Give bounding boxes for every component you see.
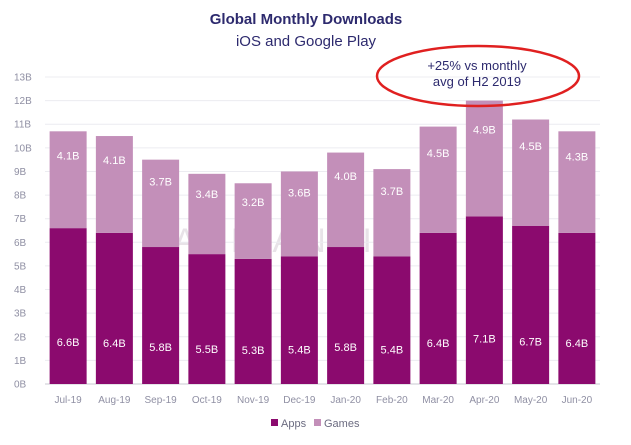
y-tick-label: 8B — [14, 191, 27, 202]
x-tick-label: Aug-19 — [98, 395, 131, 406]
x-tick-label: Apr-20 — [469, 395, 499, 406]
bar-apps-Jan-20 — [327, 247, 365, 384]
y-tick-label: 1B — [14, 356, 27, 367]
bar-apps-Sep-19 — [142, 247, 180, 384]
y-tick-label: 12B — [14, 96, 32, 107]
x-tick-label: Oct-19 — [192, 395, 222, 406]
bar-apps-Jul-19 — [49, 228, 87, 384]
annotation-line-2: avg of H2 2019 — [433, 74, 521, 89]
x-tick-label: Jan-20 — [330, 395, 361, 406]
bar-apps-Apr-20 — [465, 216, 503, 384]
bar-games-Mar-20 — [419, 126, 457, 233]
bar-games-Apr-20 — [465, 100, 503, 217]
bar-games-Jun-20 — [558, 131, 596, 233]
bar-games-Feb-20 — [373, 169, 411, 257]
data-label-apps-Oct-19: 5.5B — [196, 344, 219, 356]
bar-apps-Jun-20 — [558, 232, 596, 384]
bar-apps-May-20 — [512, 225, 550, 384]
y-tick-label: 5B — [14, 261, 27, 272]
x-tick-label: Mar-20 — [422, 395, 454, 406]
data-label-apps-Aug-19: 6.4B — [103, 338, 126, 350]
bar-apps-Dec-19 — [280, 256, 318, 384]
y-tick-label: 11B — [14, 120, 31, 131]
y-tick-label: 10B — [14, 143, 32, 154]
data-label-apps-May-20: 6.7B — [519, 336, 542, 348]
y-tick-label: 4B — [14, 285, 27, 296]
bar-games-Aug-19 — [95, 136, 133, 233]
legend-label-games: Games — [324, 418, 360, 430]
y-tick-label: 0B — [14, 380, 27, 391]
legend-swatch-games — [314, 419, 321, 426]
x-tick-label: Jul-19 — [55, 395, 83, 406]
x-tick-label: Feb-20 — [376, 395, 408, 406]
data-label-games-Jul-19: 4.1B — [57, 151, 80, 163]
bar-apps-Aug-19 — [95, 232, 133, 384]
chart-subtitle: iOS and Google Play — [236, 33, 377, 50]
x-tick-label: Jun-20 — [562, 395, 593, 406]
bar-games-Jan-20 — [327, 152, 365, 248]
legend-swatch-apps — [271, 419, 278, 426]
bar-apps-Feb-20 — [373, 256, 411, 384]
annotation-line-1: +25% vs monthly — [427, 58, 527, 73]
y-tick-label: 7B — [14, 214, 27, 225]
data-label-games-Feb-20: 3.7B — [381, 186, 404, 198]
data-label-games-Jan-20: 4.0B — [334, 171, 357, 183]
data-label-apps-Dec-19: 5.4B — [288, 345, 311, 357]
y-tick-label: 3B — [14, 309, 27, 320]
bar-games-Sep-19 — [142, 159, 180, 248]
data-label-games-Aug-19: 4.1B — [103, 155, 126, 167]
bar-apps-Oct-19 — [188, 254, 226, 384]
x-tick-label: Dec-19 — [283, 395, 316, 406]
bar-games-May-20 — [512, 119, 550, 226]
data-label-apps-Nov-19: 5.3B — [242, 345, 265, 357]
data-label-apps-Apr-20: 7.1B — [473, 334, 496, 346]
x-tick-label: Sep-19 — [145, 395, 178, 406]
data-label-apps-Jul-19: 6.6B — [57, 337, 80, 349]
y-tick-label: 9B — [14, 167, 27, 178]
x-tick-label: May-20 — [514, 395, 548, 406]
bar-apps-Mar-20 — [419, 232, 457, 384]
data-label-games-Oct-19: 3.4B — [196, 189, 219, 201]
data-label-games-Apr-20: 4.9B — [473, 125, 496, 137]
bar-games-Oct-19 — [188, 173, 226, 255]
legend-label-apps: Apps — [281, 418, 307, 430]
y-tick-label: 2B — [14, 332, 27, 343]
bar-games-Dec-19 — [280, 171, 318, 257]
data-label-apps-Mar-20: 6.4B — [427, 338, 450, 350]
bar-games-Jul-19 — [49, 131, 87, 229]
y-tick-label: 6B — [14, 238, 27, 249]
chart-title: Global Monthly Downloads — [210, 11, 403, 28]
data-label-games-Nov-19: 3.2B — [242, 197, 265, 209]
bar-games-Nov-19 — [234, 183, 272, 259]
data-label-apps-Jan-20: 5.8B — [334, 342, 357, 354]
data-label-games-Jun-20: 4.3B — [566, 152, 589, 164]
legend: Apps Games — [271, 418, 360, 430]
data-label-games-Sep-19: 3.7B — [149, 176, 172, 188]
x-tick-label: Nov-19 — [237, 395, 270, 406]
data-label-games-Mar-20: 4.5B — [427, 148, 450, 160]
data-label-apps-Sep-19: 5.8B — [149, 342, 172, 354]
data-label-games-Dec-19: 3.6B — [288, 188, 311, 200]
y-tick-label: 13B — [14, 73, 32, 84]
annotation-ellipse — [375, 44, 581, 108]
data-label-games-May-20: 4.5B — [519, 141, 542, 153]
bar-apps-Nov-19 — [234, 258, 272, 384]
data-label-apps-Jun-20: 6.4B — [566, 338, 589, 350]
data-label-apps-Feb-20: 5.4B — [381, 345, 404, 357]
